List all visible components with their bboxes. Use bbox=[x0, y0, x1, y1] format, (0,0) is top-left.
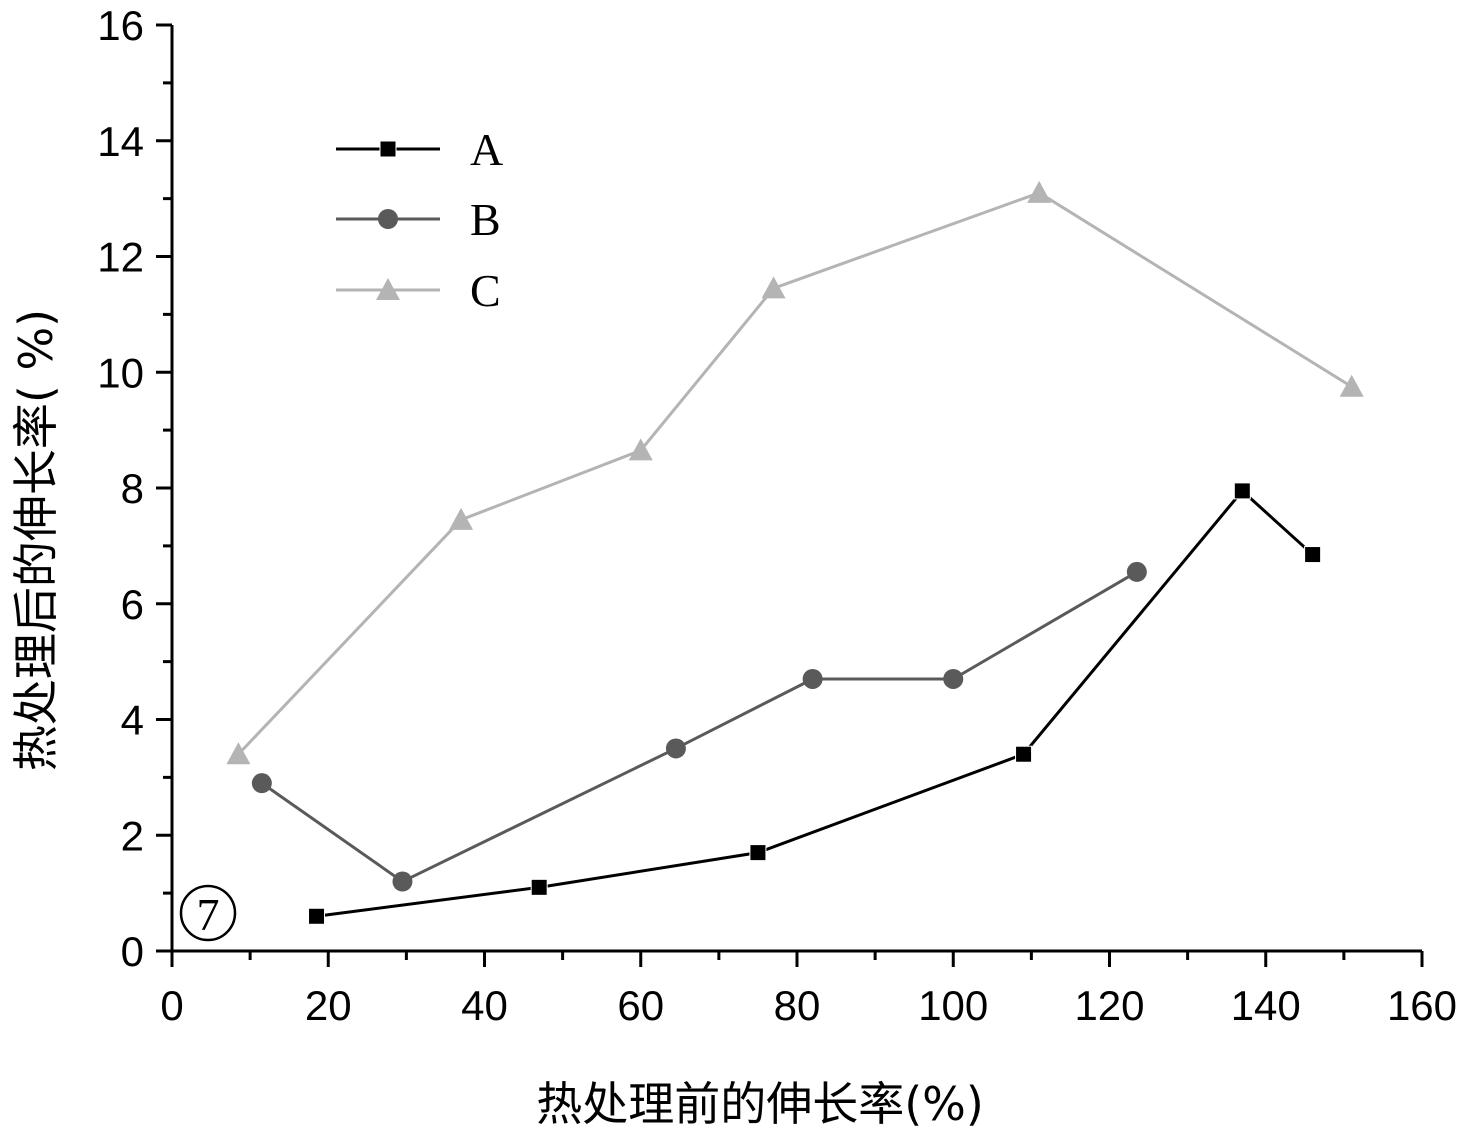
legend-label-A: A bbox=[470, 124, 503, 175]
series-B bbox=[251, 561, 1147, 892]
legend-label-C: C bbox=[470, 265, 501, 316]
x-tick-label: 160 bbox=[1387, 982, 1457, 1029]
x-tick-label: 100 bbox=[918, 982, 988, 1029]
legend: ABC bbox=[336, 124, 503, 316]
y-tick-label: 8 bbox=[121, 465, 144, 512]
data-point-C bbox=[1027, 180, 1052, 203]
data-point-C bbox=[449, 507, 474, 530]
series-layer bbox=[226, 180, 1364, 925]
series-C bbox=[226, 180, 1364, 765]
data-point-C bbox=[1339, 374, 1364, 397]
data-point-C bbox=[226, 742, 251, 765]
y-tick-label: 16 bbox=[97, 2, 144, 49]
series-line-B bbox=[260, 570, 1138, 884]
legend-marker-A bbox=[379, 140, 397, 158]
data-point-B bbox=[665, 738, 686, 759]
panel-label-circle bbox=[179, 884, 237, 942]
x-tick-label: 20 bbox=[305, 982, 352, 1029]
data-point-A bbox=[308, 907, 326, 925]
data-point-A bbox=[530, 878, 548, 896]
axes: 0 20 40 60 80 100 120 140 160 0 2 4 6 8 10 12 14 16 bbox=[97, 2, 1457, 1029]
x-tick-label: 60 bbox=[617, 982, 664, 1029]
data-point-A bbox=[1233, 482, 1251, 500]
data-point-C bbox=[628, 438, 653, 461]
y-tick-label: 14 bbox=[97, 118, 144, 165]
legend-item-A: A bbox=[336, 124, 503, 175]
legend-marker-C bbox=[376, 278, 400, 300]
y-tick-label: 0 bbox=[121, 928, 144, 975]
data-point-B bbox=[943, 668, 964, 689]
legend-label-B: B bbox=[470, 194, 501, 245]
y-axis-title: 热处理后的伸长率( %) bbox=[9, 309, 63, 771]
data-point-A bbox=[749, 844, 767, 862]
series-line-C bbox=[237, 191, 1353, 756]
data-point-C bbox=[761, 276, 786, 299]
data-point-A bbox=[1304, 546, 1322, 564]
legend-item-C: C bbox=[336, 265, 501, 316]
x-tick-label: 140 bbox=[1231, 982, 1301, 1029]
data-point-B bbox=[251, 773, 272, 794]
x-axis-title: 热处理前的伸长率(%) bbox=[536, 1077, 984, 1131]
y-tick-label: 12 bbox=[97, 234, 144, 281]
x-tick-label: 40 bbox=[461, 982, 508, 1029]
series-line-A bbox=[316, 488, 1314, 918]
y-tick-label: 2 bbox=[121, 812, 144, 859]
data-point-B bbox=[392, 871, 413, 892]
x-tick-label: 80 bbox=[774, 982, 821, 1029]
x-tick-label: 120 bbox=[1074, 982, 1144, 1029]
y-tick-label: 10 bbox=[97, 349, 144, 396]
series-A bbox=[308, 482, 1322, 925]
y-tick-label: 4 bbox=[121, 697, 144, 744]
y-tick-label: 6 bbox=[121, 581, 144, 628]
data-point-B bbox=[802, 668, 823, 689]
legend-marker-B bbox=[378, 209, 398, 229]
data-point-A bbox=[1015, 745, 1033, 763]
legend-item-B: B bbox=[336, 194, 501, 245]
panel-label-digit: 7 bbox=[197, 889, 220, 940]
x-tick-label: 0 bbox=[160, 982, 183, 1029]
data-point-B bbox=[1126, 561, 1147, 582]
